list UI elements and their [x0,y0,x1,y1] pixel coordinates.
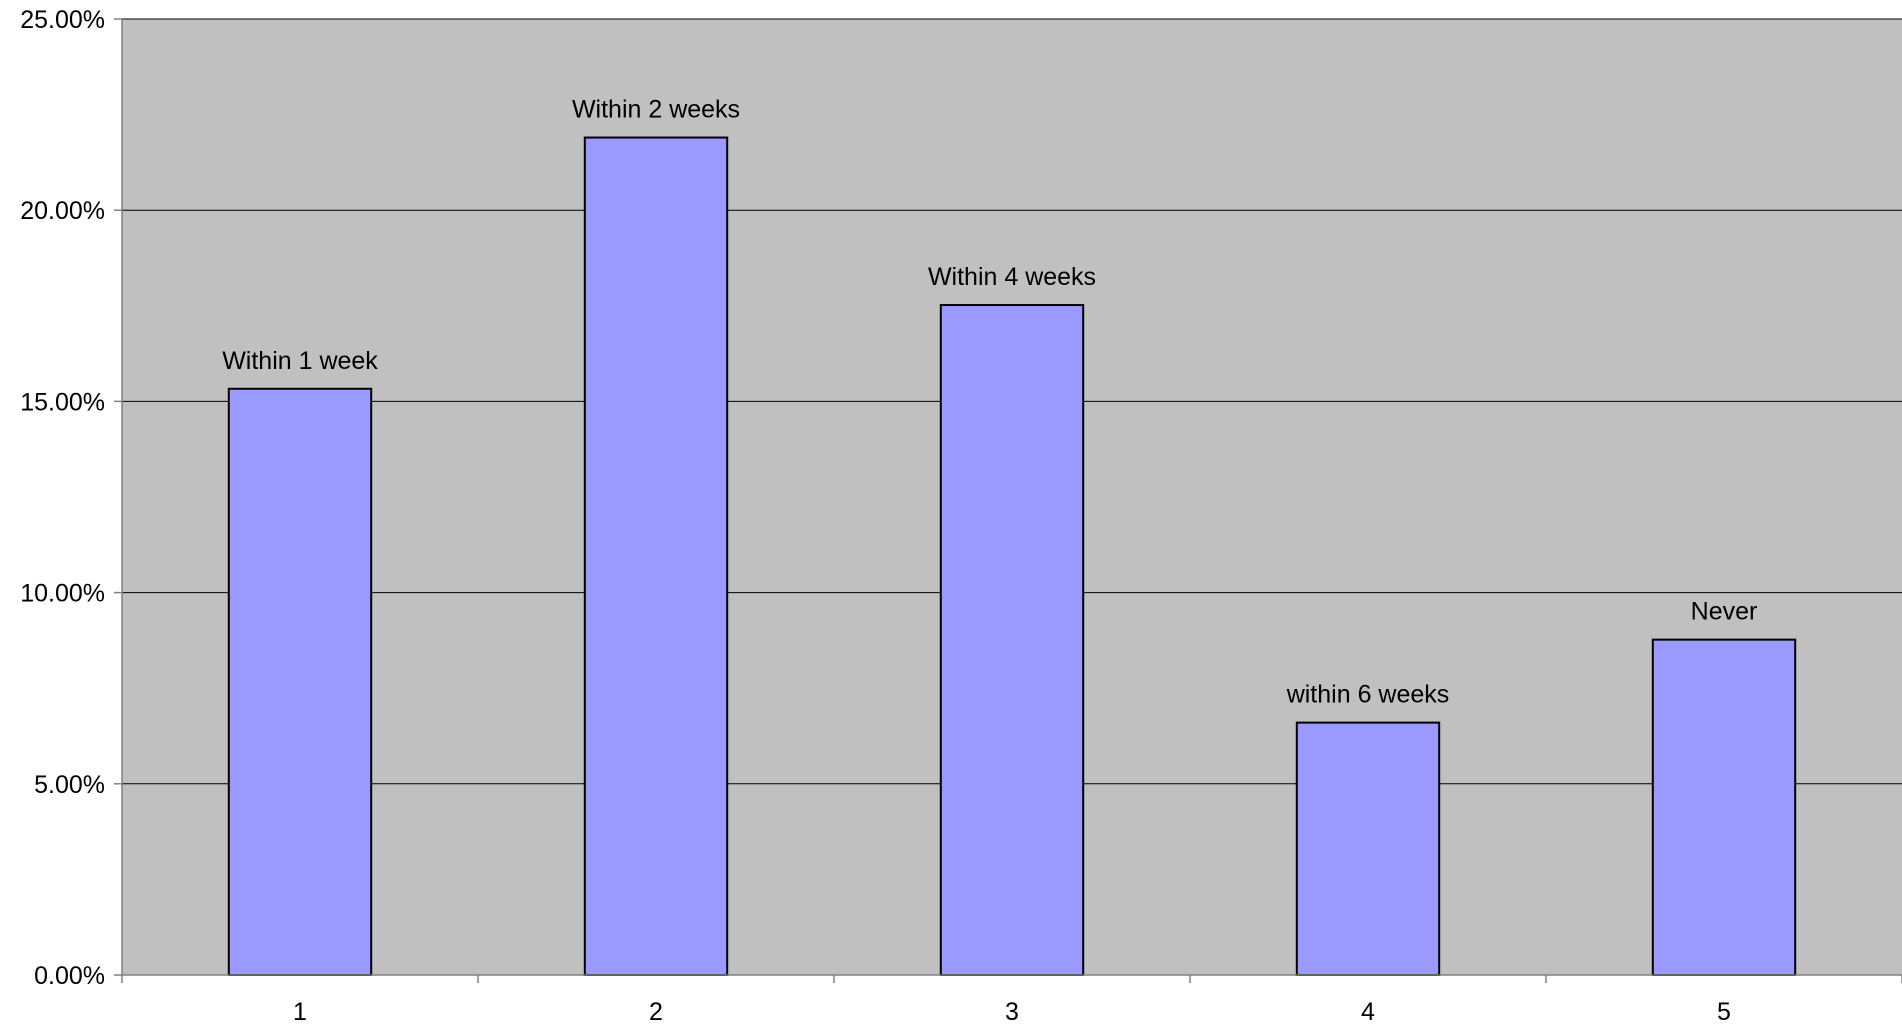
y-tick-label: 25.00% [20,6,105,34]
bar-data-label: Never [1691,598,1758,626]
bar [1651,638,1797,976]
x-tick-label: 1 [293,998,307,1026]
y-tick-label: 10.00% [20,580,105,608]
bar-data-label: Within 2 weeks [572,96,740,124]
bar [1295,721,1441,977]
x-tick-label: 2 [649,998,663,1026]
y-tick-label: 0.00% [34,962,105,990]
x-axis-tick-labels: 1 2 3 4 5 [293,998,1731,1026]
bar [583,136,729,976]
bar-data-labels: Within 1 week Within 2 weeks Within 4 week… [222,96,1757,709]
bar [227,387,373,976]
bar [939,304,1085,976]
y-tick-label: 15.00% [20,388,105,416]
bar-data-label: Within 1 week [222,347,378,375]
bars [227,136,1797,977]
y-tick-label: 5.00% [34,771,105,799]
y-tick-label: 20.00% [20,197,105,225]
x-tick-label: 5 [1717,998,1731,1026]
axes [114,18,1902,983]
bar-data-label: within 6 weeks [1286,681,1450,709]
x-tick-label: 3 [1005,998,1019,1026]
x-tick-label: 4 [1361,998,1375,1026]
y-axis-tick-labels: 0.00% 5.00% 10.00% 15.00% 20.00% 25.00% [20,6,105,990]
bar-data-label: Within 4 weeks [928,263,1096,291]
